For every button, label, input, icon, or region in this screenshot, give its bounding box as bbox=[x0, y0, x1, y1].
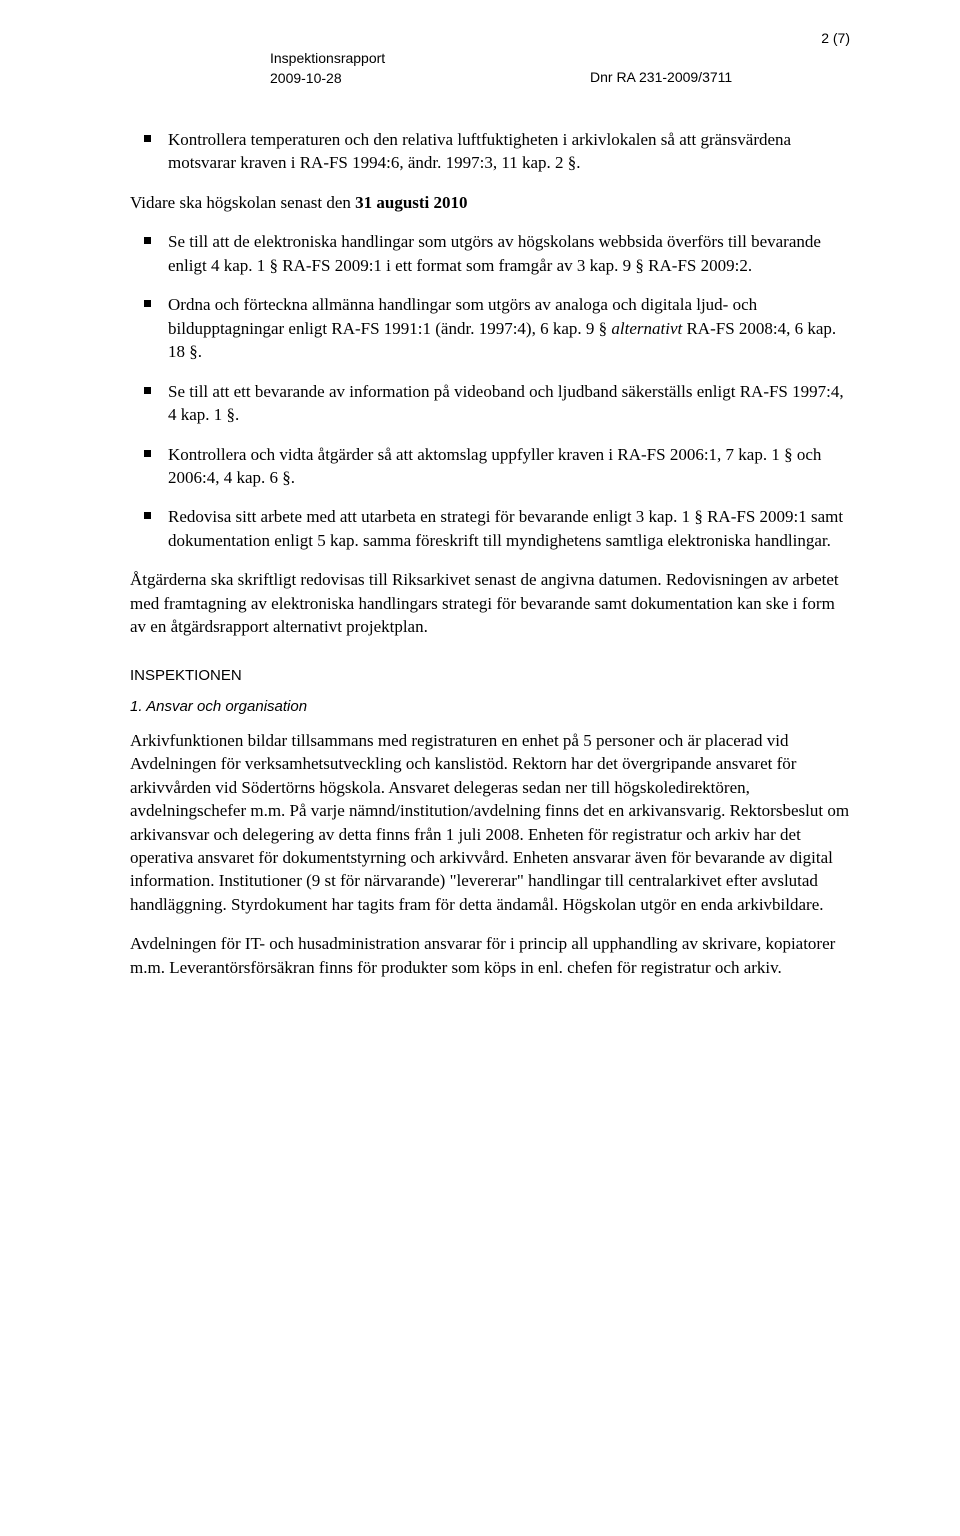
atgarder-paragraph: Åtgärderna ska skriftligt redovisas till… bbox=[130, 568, 850, 638]
body-paragraph-2: Avdelningen för IT- och husadministratio… bbox=[130, 932, 850, 979]
section-heading: INSPEKTIONEN bbox=[130, 667, 850, 684]
vidare-prefix: Vidare ska högskolan senast den bbox=[130, 193, 355, 212]
page-header: 2 (7) Inspektionsrapport 2009-10-28 Dnr … bbox=[130, 48, 850, 128]
header-left: Inspektionsrapport 2009-10-28 bbox=[270, 48, 385, 89]
vidare-paragraph: Vidare ska högskolan senast den 31 augus… bbox=[130, 191, 850, 214]
bullet-item: Redovisa sitt arbete med att utarbeta en… bbox=[130, 505, 850, 552]
bullet-list-top: Kontrollera temperaturen och den relativ… bbox=[130, 128, 850, 175]
bullet-item: Kontrollera temperaturen och den relativ… bbox=[130, 128, 850, 175]
body-paragraph-1: Arkivfunktionen bildar tillsammans med r… bbox=[130, 729, 850, 917]
section-subheading: 1. Ansvar och organisation bbox=[130, 698, 850, 715]
bullet-item: Kontrollera och vidta åtgärder så att ak… bbox=[130, 443, 850, 490]
bullet-text-alt: alternativt bbox=[611, 319, 682, 338]
header-dnr: Dnr RA 231-2009/3711 bbox=[590, 69, 732, 85]
bullet-item: Se till att de elektroniska handlingar s… bbox=[130, 230, 850, 277]
bullet-item: Ordna och förteckna allmänna handlingar … bbox=[130, 293, 850, 363]
document-page: 2 (7) Inspektionsrapport 2009-10-28 Dnr … bbox=[0, 0, 960, 1055]
report-date: 2009-10-28 bbox=[270, 68, 385, 88]
vidare-date: 31 augusti 2010 bbox=[355, 193, 467, 212]
report-title: Inspektionsrapport bbox=[270, 48, 385, 68]
bullet-list-main: Se till att de elektroniska handlingar s… bbox=[130, 230, 850, 552]
bullet-item: Se till att ett bevarande av information… bbox=[130, 380, 850, 427]
page-number: 2 (7) bbox=[821, 30, 850, 46]
